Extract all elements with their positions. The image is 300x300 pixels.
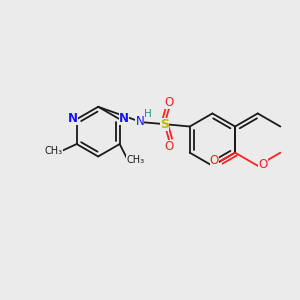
Text: N: N: [68, 112, 77, 125]
Text: N: N: [135, 115, 144, 128]
Text: O: O: [258, 158, 268, 171]
Text: CH₃: CH₃: [44, 146, 62, 156]
Text: H: H: [144, 109, 152, 119]
Text: CH₃: CH₃: [126, 155, 145, 165]
Text: S: S: [160, 118, 169, 130]
Text: O: O: [210, 154, 219, 167]
Text: O: O: [164, 96, 174, 109]
Text: N: N: [119, 112, 129, 125]
Text: O: O: [164, 140, 174, 153]
